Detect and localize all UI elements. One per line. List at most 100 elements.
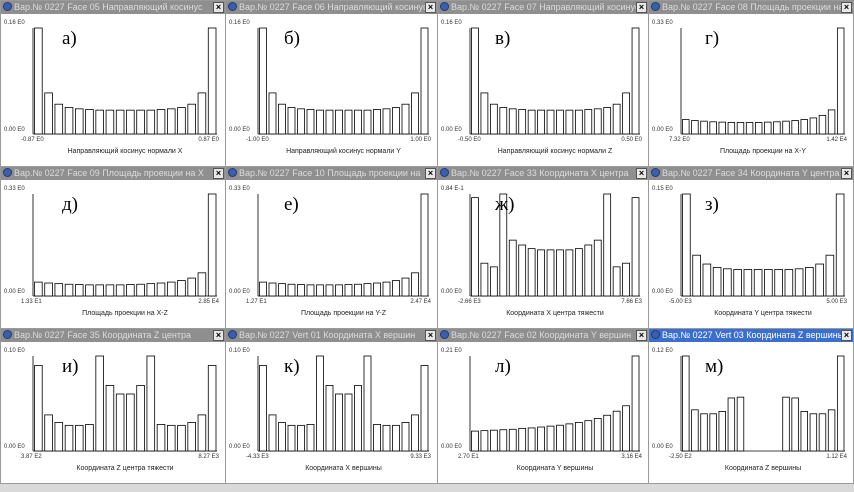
histogram-bar: [207, 365, 217, 452]
window-title: Вар.№ 0227 Vert 03 Координата Z вершины: [662, 330, 845, 340]
window-title-bar[interactable]: Вар.№ 0227 Vert 03 Координата Z вершины ×: [649, 329, 853, 342]
histogram-bar: [373, 282, 381, 297]
histogram-window[interactable]: Вар.№ 0227 Face 08 Площадь проекции на X…: [648, 0, 854, 167]
histogram-bar: [733, 269, 742, 297]
panel-letter: г): [705, 28, 720, 49]
y-axis-min-label: 0.00 E0: [4, 444, 25, 450]
histogram-bar: [156, 282, 166, 297]
x-axis-title: Координата X вершины: [305, 465, 382, 472]
close-icon[interactable]: ×: [841, 168, 852, 179]
app-icon: [228, 2, 237, 11]
histogram-window[interactable]: Вар.№ 0227 Vert 01 Координата X вершин × 0…: [225, 328, 438, 484]
window-title-bar[interactable]: Вар.№ 0227 Face 33 Координата X центра ×: [438, 167, 648, 180]
close-icon[interactable]: ×: [841, 330, 852, 341]
histogram-bar: [718, 411, 726, 452]
histogram-bar: [774, 269, 783, 297]
histogram-window[interactable]: Вар.№ 0227 Face 07 Направляющий косинус ×…: [437, 0, 649, 167]
window-title-bar[interactable]: Вар.№ 0227 Face 06 Направляющий косинус ×: [226, 1, 437, 14]
app-icon: [228, 330, 237, 339]
histogram-bar: [499, 107, 508, 135]
window-title-bar[interactable]: Вар.№ 0227 Face 10 Площадь проекции на ×: [226, 167, 437, 180]
histogram-bar: [603, 107, 612, 135]
close-icon[interactable]: ×: [841, 2, 852, 13]
histogram-bar: [187, 103, 196, 135]
histogram-bar: [827, 409, 836, 452]
close-icon[interactable]: ×: [636, 168, 647, 179]
window-title-bar[interactable]: Вар.№ 0227 Face 08 Площадь проекции на X…: [649, 1, 853, 14]
window-title-bar[interactable]: Вар.№ 0227 Face 05 Направляющий косинус ×: [1, 1, 225, 14]
histogram-plot: [32, 355, 217, 452]
x-axis-max-label: 9.33 E3: [410, 454, 431, 460]
histogram-bar: [187, 277, 196, 297]
histogram-window[interactable]: Вар.№ 0227 Face 33 Координата X центра × 0…: [437, 166, 649, 329]
x-axis-max-label: 1.00 E0: [410, 137, 431, 143]
histogram-window[interactable]: Вар.№ 0227 Face 10 Площадь проекции на × 0…: [225, 166, 438, 329]
bottom-strip: [0, 484, 854, 492]
close-icon[interactable]: ×: [636, 2, 647, 13]
histogram-bar: [85, 284, 94, 297]
histogram-bar: [471, 430, 479, 452]
window-title: Вар.№ 0227 Face 06 Направляющий косинус: [239, 2, 428, 12]
x-axis-max-label: 5.00 E3: [826, 299, 847, 305]
x-axis-title: Направляющий косинус нормали X: [67, 148, 183, 155]
histogram-bar: [727, 397, 736, 452]
histogram-bar: [508, 239, 517, 297]
y-axis-max-label: 0.15 E0: [652, 186, 673, 192]
histogram-bar: [574, 422, 583, 452]
histogram-bar: [556, 424, 564, 452]
histogram-bar: [354, 283, 362, 297]
close-icon[interactable]: ×: [425, 330, 436, 341]
histogram-bar: [187, 422, 196, 452]
x-axis-max-label: 0.87 E0: [198, 137, 219, 143]
histogram-bar: [278, 283, 286, 297]
panel-letter: б): [284, 28, 300, 49]
histogram-bar: [325, 109, 334, 135]
close-icon[interactable]: ×: [213, 330, 224, 341]
histogram-window[interactable]: Вар.№ 0227 Face 34 Координата Y центра × 0…: [648, 166, 854, 329]
histogram-bar: [278, 422, 286, 452]
histogram-bar: [177, 107, 186, 135]
histogram-bar: [316, 109, 324, 135]
window-title-bar[interactable]: Вар.№ 0227 Face 34 Координата Y центра ×: [649, 167, 853, 180]
histogram-bar: [773, 121, 781, 135]
histogram-bar: [335, 393, 343, 452]
histogram-bar: [126, 393, 135, 452]
histogram-bar: [306, 109, 315, 135]
histogram-bar: [287, 424, 296, 452]
histogram-bar: [603, 193, 612, 297]
app-icon: [3, 168, 12, 177]
histogram-bar: [344, 109, 353, 135]
window-title-bar[interactable]: Вар.№ 0227 Face 35 Координата Z центра ×: [1, 329, 225, 342]
histogram-bar: [546, 109, 555, 135]
close-icon[interactable]: ×: [213, 2, 224, 13]
histogram-window[interactable]: Вар.№ 0227 Face 35 Координата Z центра × 0…: [0, 328, 226, 484]
close-icon[interactable]: ×: [213, 168, 224, 179]
y-axis-min-label: 0.00 E0: [441, 289, 462, 295]
histogram-window[interactable]: Вар.№ 0227 Face 06 Направляющий косинус ×…: [225, 0, 438, 167]
x-axis-min-label: -1.00 E0: [246, 137, 269, 143]
window-title-bar[interactable]: Вар.№ 0227 Face 09 Площадь проекции на X…: [1, 167, 225, 180]
histogram-bar: [420, 365, 429, 452]
window-title-bar[interactable]: Вар.№ 0227 Face 07 Направляющий косинус ×: [438, 1, 648, 14]
window-title-bar[interactable]: Вар.№ 0227 Vert 01 Координата X вершин ×: [226, 329, 437, 342]
histogram-bar: [499, 193, 508, 297]
y-axis-min-label: 0.00 E0: [441, 127, 462, 133]
histogram-bar: [556, 109, 564, 135]
x-axis-max-label: 0.50 E0: [621, 137, 642, 143]
close-icon[interactable]: ×: [425, 168, 436, 179]
app-icon: [651, 168, 660, 177]
close-icon[interactable]: ×: [425, 2, 436, 13]
window-title: Вар.№ 0227 Face 09 Площадь проекции на X: [14, 168, 204, 178]
close-icon[interactable]: ×: [636, 330, 647, 341]
histogram-window[interactable]: Вар.№ 0227 Face 05 Направляющий косинус ×…: [0, 0, 226, 167]
window-title-bar[interactable]: Вар.№ 0227 Face 02 Координата Y вершин ×: [438, 329, 648, 342]
histogram-plot: [469, 27, 640, 135]
histogram-bar: [146, 109, 156, 135]
histogram-window[interactable]: Вар.№ 0227 Vert 03 Координата Z вершины ×…: [648, 328, 854, 484]
histogram-bar: [565, 109, 574, 135]
histogram-plot: [32, 193, 217, 297]
histogram-bar: [537, 109, 545, 135]
histogram-window[interactable]: Вар.№ 0227 Face 09 Площадь проекции на X…: [0, 166, 226, 329]
histogram-bar: [392, 424, 400, 452]
histogram-window[interactable]: Вар.№ 0227 Face 02 Координата Y вершин × 0…: [437, 328, 649, 484]
